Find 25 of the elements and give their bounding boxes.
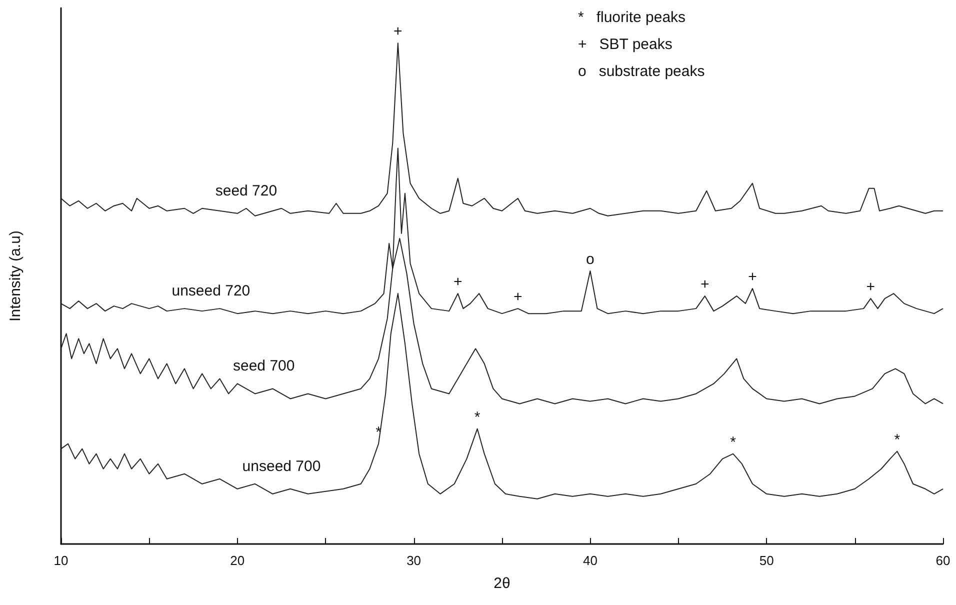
x-tick-label: 10	[54, 553, 68, 568]
annotation: +	[700, 276, 710, 294]
x-tick-label: 40	[582, 553, 598, 568]
annotation: + SBT peaks	[578, 36, 672, 53]
annotation: o substrate peaks	[578, 63, 705, 80]
series-label: seed 720	[215, 182, 278, 200]
y-axis-title: Intensity (a.u)	[7, 230, 24, 322]
text: * fluorite peaks	[578, 9, 686, 26]
annotation: +	[394, 23, 403, 40]
series-label: unseed 720	[172, 282, 250, 300]
annotation: +	[866, 278, 876, 296]
series-label: unseed 700	[242, 458, 321, 475]
annotation: o	[586, 250, 594, 268]
annotation: +	[748, 268, 758, 286]
x-tick-label: 30	[406, 553, 422, 568]
series-label: seed 700	[232, 358, 295, 375]
annotation: *	[474, 408, 480, 426]
annotation: *	[894, 431, 900, 448]
annotation: +	[513, 288, 522, 306]
x-axis-title: 2θ	[494, 575, 510, 592]
annotation: *	[730, 434, 736, 451]
x-tick-label: 50	[759, 553, 774, 568]
annotation: +	[454, 274, 463, 291]
x-tick-label: 20	[230, 553, 245, 568]
x-tick-label: 60	[936, 553, 950, 568]
